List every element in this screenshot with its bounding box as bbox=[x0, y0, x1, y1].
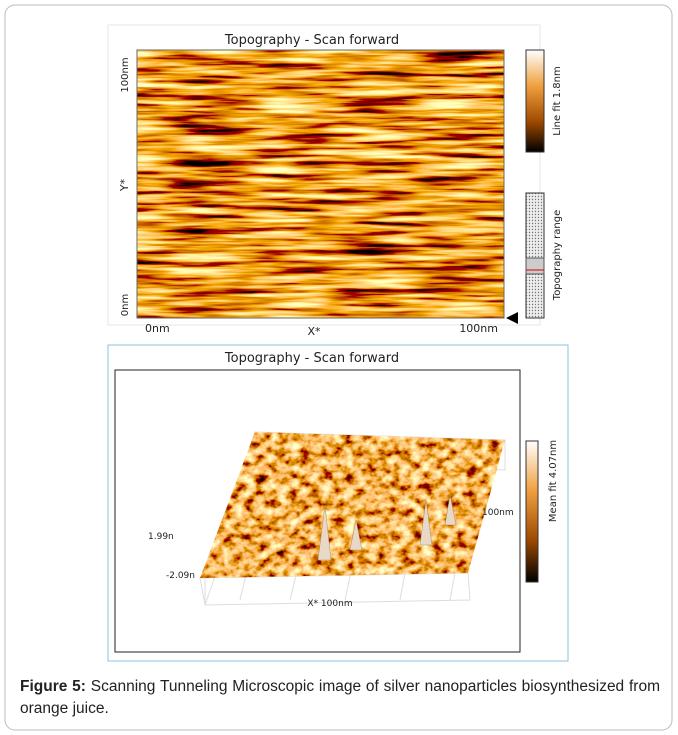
caption-label: Figure 5: bbox=[20, 678, 86, 695]
y-min-label: 0nm bbox=[120, 294, 131, 316]
x-min-label: 0nm bbox=[145, 322, 170, 335]
frame: Topography - Scan forward 100nm Y* 0nm 0… bbox=[0, 0, 678, 735]
panel-title: Topography - Scan forward bbox=[224, 351, 399, 366]
range-label: Topography range bbox=[552, 210, 563, 301]
topography-image bbox=[137, 50, 504, 318]
x-axis-label: X* bbox=[307, 325, 321, 338]
caption: Figure 5: Scanning Tunneling Microscopic… bbox=[20, 676, 660, 720]
x-label: X* 100nm bbox=[307, 599, 352, 609]
y-max-label: 100nm bbox=[120, 57, 131, 92]
caption-text: Scanning Tunneling Microscopic image of … bbox=[20, 678, 660, 717]
colorbar bbox=[526, 50, 544, 152]
z-min-label: -2.09n bbox=[166, 571, 195, 581]
range-bar bbox=[526, 193, 544, 318]
range-window bbox=[526, 258, 544, 274]
y-axis-label: Y* bbox=[118, 178, 131, 192]
z-max-label: 1.99n bbox=[148, 532, 174, 542]
colorbar-label: Mean fit 4.07nm bbox=[548, 440, 559, 522]
y-label: 100nm bbox=[482, 508, 514, 518]
figure: Topography - Scan forward 100nm Y* 0nm 0… bbox=[0, 0, 678, 735]
colorbar-label: Line fit 1.8nm bbox=[552, 66, 563, 135]
panel-title: Topography - Scan forward bbox=[224, 33, 399, 48]
colorbar bbox=[526, 441, 538, 582]
x-max-label: 100nm bbox=[459, 322, 498, 335]
